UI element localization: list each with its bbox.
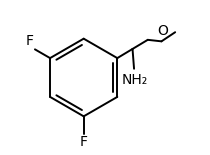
Text: O: O xyxy=(157,24,168,38)
Text: NH₂: NH₂ xyxy=(122,73,148,86)
Text: F: F xyxy=(80,135,88,149)
Text: F: F xyxy=(25,34,33,48)
